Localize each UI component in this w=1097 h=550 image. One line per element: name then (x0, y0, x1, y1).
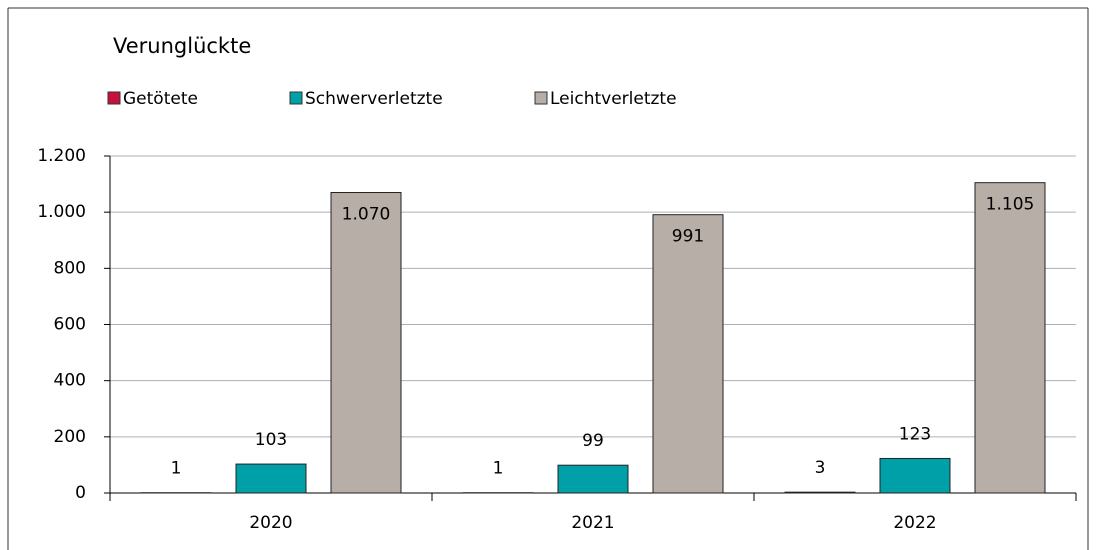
legend-label: Leichtverletzte (550, 89, 677, 109)
legend-swatch (534, 91, 548, 105)
x-tick-label: 2021 (571, 513, 614, 533)
y-tick-label: 600 (54, 315, 86, 335)
legend-label: Schwerverletzte (305, 89, 443, 109)
bar (330, 192, 402, 494)
chart-title: Verunglückte (113, 34, 251, 58)
legend-swatch (289, 91, 303, 105)
y-tick-label: 200 (54, 427, 86, 447)
bar (784, 491, 856, 494)
y-tick-label: 1.200 (37, 146, 86, 166)
bar (974, 182, 1046, 494)
bar (652, 214, 724, 494)
x-tick-label: 2022 (893, 513, 936, 533)
data-label: 99 (582, 431, 604, 451)
data-label: 1.070 (342, 205, 391, 225)
x-tick-label: 2020 (249, 513, 292, 533)
y-tick-label: 1.000 (37, 202, 86, 222)
data-label: 3 (815, 458, 826, 478)
y-tick-label: 400 (54, 371, 86, 391)
y-tick-label: 800 (54, 258, 86, 278)
data-label: 1 (493, 459, 504, 479)
data-label: 103 (255, 430, 287, 450)
legend-swatch (107, 91, 121, 105)
y-tick-label: 0 (75, 483, 86, 503)
bar (879, 457, 951, 494)
data-label: 1.105 (986, 195, 1035, 215)
data-label: 123 (899, 424, 931, 444)
data-label: 991 (672, 227, 704, 247)
legend-label: Getötete (123, 89, 198, 109)
bar (235, 463, 307, 494)
data-label: 1 (171, 459, 182, 479)
bar (557, 464, 629, 494)
